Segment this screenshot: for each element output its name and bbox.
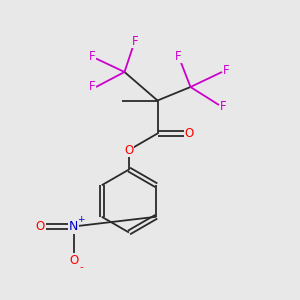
- Text: F: F: [89, 50, 96, 64]
- Text: F: F: [89, 80, 96, 94]
- Text: O: O: [184, 127, 194, 140]
- Text: F: F: [223, 64, 230, 77]
- Text: F: F: [175, 50, 182, 63]
- Text: -: -: [79, 262, 83, 272]
- Text: O: O: [69, 254, 78, 267]
- Text: F: F: [220, 100, 227, 113]
- Text: N: N: [69, 220, 78, 233]
- Text: O: O: [124, 143, 134, 157]
- Text: F: F: [132, 35, 138, 48]
- Text: O: O: [36, 220, 45, 233]
- Text: +: +: [77, 214, 85, 224]
